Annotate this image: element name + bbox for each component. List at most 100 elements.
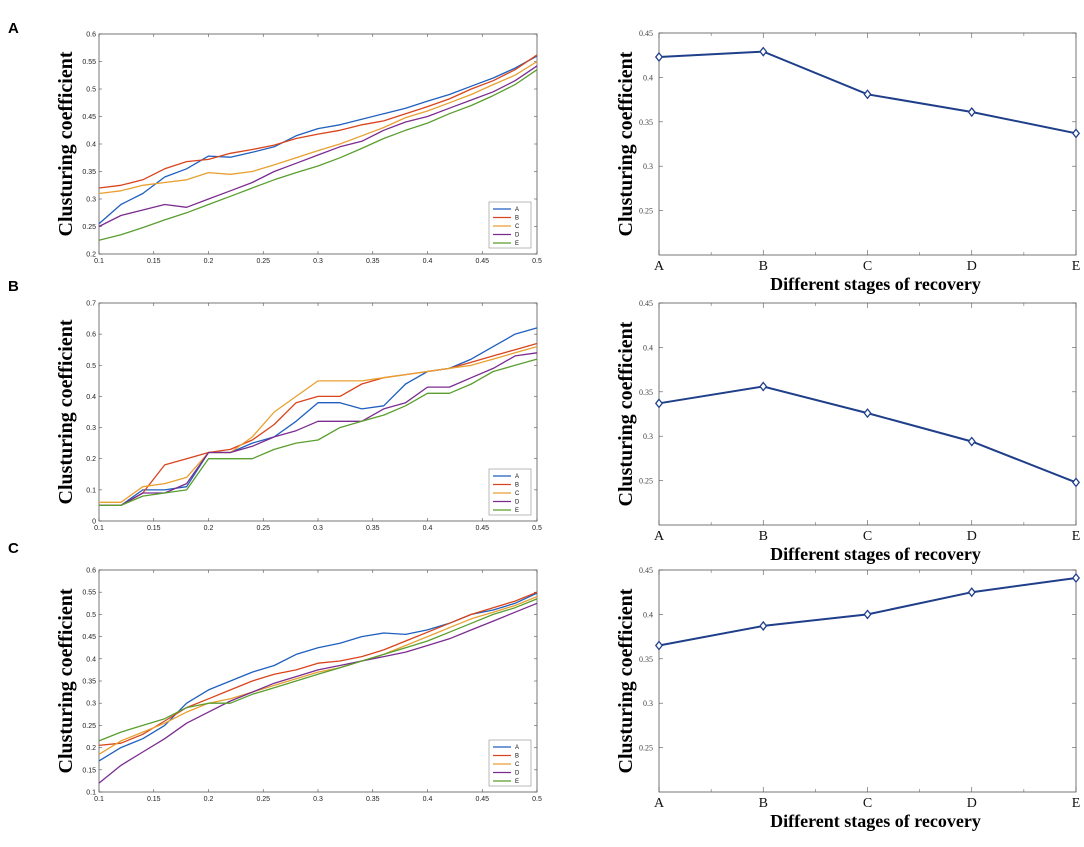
series-line-b [98,591,538,747]
x-tick-label: 0.15 [147,258,161,265]
x-category-label: C [863,259,872,274]
y-tick-label: 0.1 [86,487,96,494]
x-category-label: B [759,259,768,274]
x-tick-label: 0.15 [147,525,161,532]
x-tick-label: 0.25 [256,796,270,803]
chart-right-a: 0.25 0.3 0.35 0.4 0.45 A B C D E Clusturing coeffi… [615,29,1080,294]
x-tick-label: 0.35 [366,525,380,532]
series-line-a [99,327,538,507]
data-point-b [759,46,768,57]
x-tick-label: 0.5 [532,258,542,265]
x-category-label: B [759,529,768,544]
y-tick-label: 0.3 [643,432,653,441]
series-line-d [98,602,538,784]
legend-label-e: E [515,508,519,514]
y-tick-label: 0.4 [86,394,96,401]
y-tick-label: 0.35 [639,655,653,664]
y-tick-label: 0.2 [86,252,96,259]
y-tick-label: 0.1 [86,790,96,797]
x-tick-label: 0.1 [94,258,104,265]
x-tick-label: 0.5 [532,796,542,803]
data-point-c [863,408,872,419]
series-line-c [98,60,538,195]
x-category-label: A [654,529,665,544]
series-line-c [98,595,538,755]
x-tick-label: 0.3 [313,525,323,532]
x-category-label: B [759,796,768,811]
series-line-c [99,345,538,503]
x-category-label: D [967,259,977,274]
x-tick-label: 0.45 [475,796,489,803]
y-tick-label: 0.3 [86,701,96,708]
legend-label-c: C [515,491,520,497]
legend-label-a: A [515,207,519,213]
legend-label-a: A [515,745,519,751]
data-point-c [863,89,872,100]
chart-left-c: 0.1 0.15 0.2 0.25 0.3 0.35 0.4 0.45 0.5 0.55 0.6 0.… [55,568,542,804]
x-tick-label: 0.4 [423,796,433,803]
x-tick-label: 0.3 [313,258,323,265]
plot-area [658,569,1077,793]
legend-label-e: E [515,241,519,247]
legend-label-e: E [515,779,519,785]
x-category-label: E [1072,259,1081,274]
x-tick-label: 0.15 [147,796,161,803]
x-category-label: A [654,796,665,811]
x-tick-label: 0.2 [204,525,214,532]
legend-label-b: B [515,216,519,222]
x-category-label: D [967,529,977,544]
data-point-b [759,620,768,631]
y-tick-label: 0.6 [86,32,96,39]
legend-label-b: B [515,754,519,760]
x-tick-label: 0.4 [423,525,433,532]
legend-box [488,468,532,516]
y-axis-label: Clusturing coefficient [615,588,637,773]
series-line-d [98,65,538,228]
y-tick-label: 0.35 [82,679,96,686]
plot-area [98,569,538,793]
y-tick-label: 0.4 [643,610,653,619]
y-tick-label: 0.3 [86,425,96,432]
legend-label-a: A [515,474,519,480]
data-point-d [967,436,976,447]
y-tick-label: 0.35 [639,118,653,127]
y-tick-label: 0.25 [82,723,96,730]
series-line-e [99,358,538,507]
y-axis-label: Clusturing coefficient [55,51,77,236]
x-tick-label: 0.2 [204,258,214,265]
data-point-c [863,609,872,620]
x-category-label: D [967,796,977,811]
data-point-d [967,106,976,118]
y-axis-label: Clusturing coefficient [615,51,637,236]
x-tick-label: 0.4 [423,258,433,265]
y-tick-label: 0.45 [639,29,653,38]
legend-label-d: D [515,233,520,239]
y-tick-label: 0.35 [639,388,653,397]
chart-right-b: 0.25 0.3 0.35 0.4 0.45 A B C D E Clusturing coeffi… [615,299,1080,564]
y-tick-label: 0.55 [82,590,96,597]
y-tick-label: 0.45 [82,634,96,641]
panel-letter-a: A [8,20,19,37]
chart-left-a: 0.2 0.25 0.3 0.35 0.4 0.45 0.5 0.55 0.6 0.1 0.15 0.… [55,32,542,266]
x-tick-label: 0.25 [256,258,270,265]
plot-area [98,302,538,522]
y-tick-label: 0.25 [639,207,653,216]
x-axis-label: Different stages of recovery [770,811,981,831]
y-axis-label: Clusturing coefficient [55,588,77,773]
data-point-a [654,398,664,409]
y-tick-label: 0.25 [639,477,653,486]
y-tick-label: 0.25 [82,224,96,231]
x-tick-label: 0.35 [366,258,380,265]
x-tick-label: 0.35 [366,796,380,803]
x-axis-label: Different stages of recovery [770,544,981,564]
y-tick-label: 0.4 [86,142,96,149]
y-tick-label: 0.35 [82,169,96,176]
y-tick-label: 0.4 [643,73,653,82]
x-category-label: E [1072,529,1081,544]
x-category-label: C [863,796,872,811]
y-tick-label: 0.2 [86,745,96,752]
y-tick-label: 0 [92,519,96,526]
data-point-e [1071,477,1081,488]
legend-box [488,201,532,249]
